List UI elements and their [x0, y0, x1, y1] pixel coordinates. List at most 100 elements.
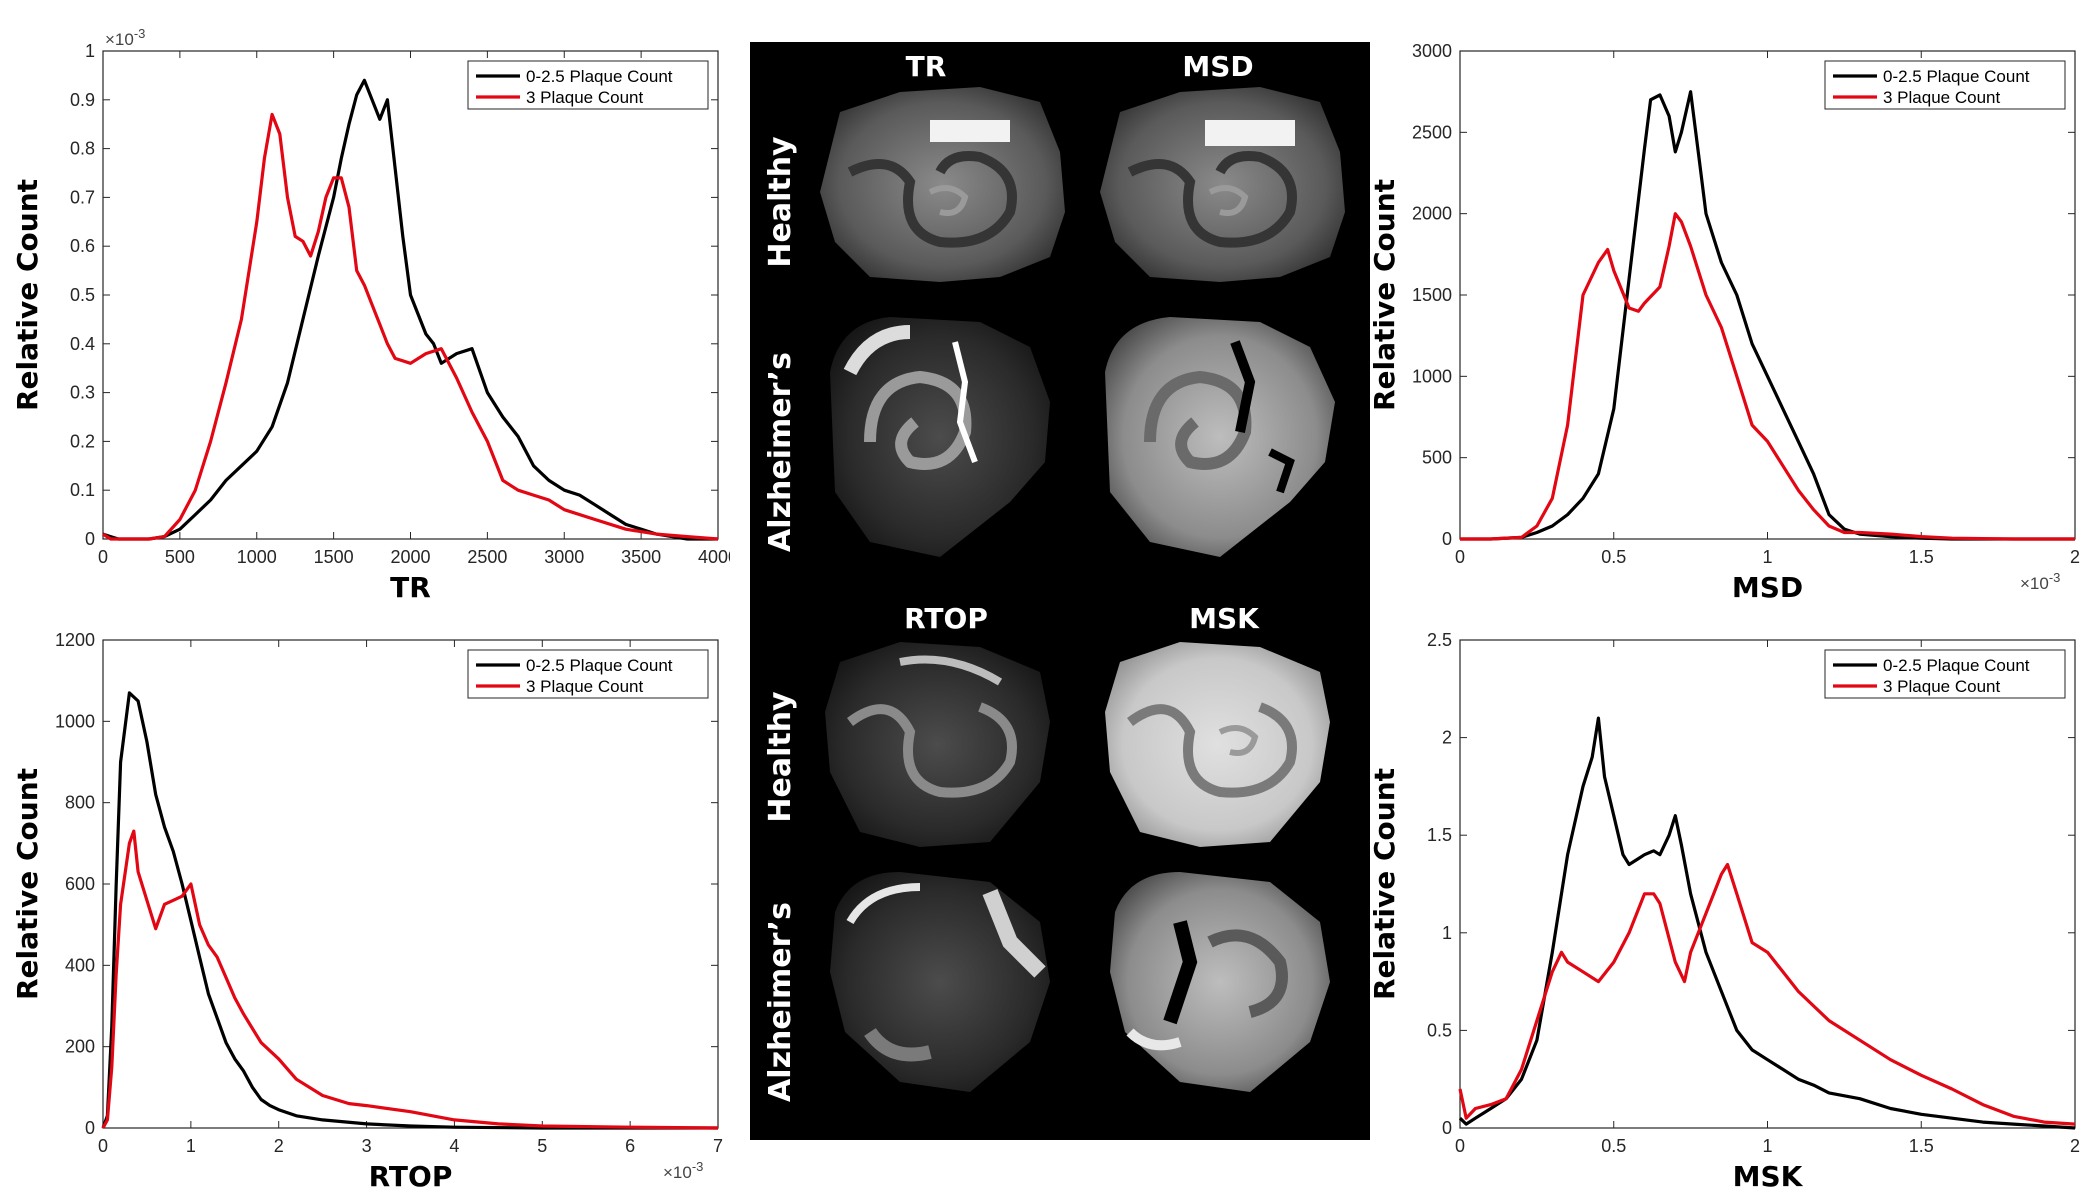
msk-ytick-label: 1	[1442, 923, 1452, 943]
tr-xtick-label: 3500	[621, 547, 661, 567]
msk-xtick-label: 1.5	[1909, 1136, 1934, 1156]
tr-legend-label-1: 3 Plaque Count	[526, 88, 643, 107]
rtop-ytick-label: 400	[65, 955, 95, 975]
tr-xtick-label: 3000	[544, 547, 584, 567]
row-label-healthy-bottom: Healthy	[763, 691, 798, 823]
chart-msk: 0 0.5 1 1.5 2 0 0.5 1 1.5 2 2.5 MSK Relative Count 0-…	[1360, 600, 2100, 1200]
msk-xtick-label: 0	[1455, 1136, 1465, 1156]
rtop-xtick-label: 7	[713, 1136, 723, 1156]
col-title-rtop: RTOP	[904, 602, 988, 635]
msd-plot-frame	[1459, 50, 2076, 540]
rtop-xtick-label: 1	[186, 1136, 196, 1156]
msd-ytick-label: 2500	[1412, 122, 1452, 142]
mri-image-msd-healthy	[1100, 87, 1345, 282]
rtop-xtick-label: 4	[449, 1136, 459, 1156]
rtop-ytick-label: 0	[85, 1118, 95, 1138]
msk-series-high-plaque-line	[1458, 862, 2076, 1126]
mri-image-tr-healthy	[820, 87, 1065, 282]
mri-image-rtop-healthy	[825, 642, 1050, 847]
msd-xtick-label: 2	[2070, 547, 2080, 567]
rtop-xtick-label: 3	[362, 1136, 372, 1156]
chart-msk-svg: 0 0.5 1 1.5 2 0 0.5 1 1.5 2 2.5 MSK Relative Count 0-…	[1368, 630, 2080, 1193]
msk-xtick-label: 1	[1762, 1136, 1772, 1156]
rtop-ytick-label: 600	[65, 874, 95, 894]
msk-ylabel: Relative Count	[1368, 768, 1401, 1000]
rtop-series-low-plaque-line	[101, 691, 718, 1130]
rtop-ytick-label: 800	[65, 793, 95, 813]
tr-xtick-label: 1500	[314, 547, 354, 567]
col-title-tr: TR	[906, 50, 947, 83]
msk-legend-label-1: 3 Plaque Count	[1883, 677, 2000, 696]
msk-ytick-label: 2	[1442, 728, 1452, 748]
rtop-xtick-label: 6	[625, 1136, 635, 1156]
msd-xtick-label: 0	[1455, 547, 1465, 567]
tr-series-high-plaque-line	[102, 112, 719, 541]
row-label-alzheimers-bottom: Alzheimer’s	[763, 902, 798, 1102]
tr-ytick-label: 0.4	[70, 334, 95, 354]
rtop-ytick-label: 1200	[55, 630, 95, 650]
msk-ytick-label: 2.5	[1427, 630, 1452, 650]
msd-ytick-label: 3000	[1412, 41, 1452, 61]
chart-rtop: 0 1 2 3 4 5 6 7 0 200 400 600 800 1000 1200 ×10-3 RTOP Re…	[0, 600, 730, 1200]
rtop-plot-frame	[102, 639, 719, 1129]
msk-series-low-plaque-line	[1458, 716, 2076, 1130]
msd-series-high-plaque-line	[1460, 212, 2075, 541]
msk-legend-label-0: 0-2.5 Plaque Count	[1883, 656, 2030, 675]
mri-panel: TR MSD RTOP MSK Healthy Alzheimer’s Heal…	[750, 42, 1370, 1140]
tr-y-exponent: ×10-3	[105, 26, 145, 49]
mri-image-msk-healthy	[1105, 642, 1330, 847]
tr-ytick-label: 0	[85, 529, 95, 549]
msd-legend-label-0: 0-2.5 Plaque Count	[1883, 67, 2030, 86]
tr-xtick-label: 500	[165, 547, 195, 567]
tr-xtick-label: 2500	[467, 547, 507, 567]
msd-ytick-label: 2000	[1412, 204, 1452, 224]
rtop-legend-label-1: 3 Plaque Count	[526, 677, 643, 696]
tr-ytick-label: 0.8	[70, 139, 95, 159]
rtop-xtick-label: 2	[274, 1136, 284, 1156]
msd-xlabel: MSD	[1732, 571, 1803, 600]
tr-ytick-label: 1	[85, 41, 95, 61]
tr-legend-box	[467, 60, 709, 110]
msk-ytick-label: 1.5	[1427, 825, 1452, 845]
rtop-ytick-label: 200	[65, 1037, 95, 1057]
rtop-ytick-label: 1000	[55, 711, 95, 731]
row-label-healthy-top: Healthy	[763, 136, 798, 268]
chart-msd: 0 0.5 1 1.5 2 0 500 1000 1500 2000 2500 3000 ×10-3 MS…	[1360, 0, 2100, 600]
msd-legend-label-1: 3 Plaque Count	[1883, 88, 2000, 107]
col-title-msd: MSD	[1182, 50, 1253, 83]
tr-xtick-label: 2000	[390, 547, 430, 567]
msd-ytick-label: 1500	[1412, 285, 1452, 305]
mri-panel-svg: TR MSD RTOP MSK Healthy Alzheimer’s Heal…	[763, 50, 1345, 1102]
msd-ylabel: Relative Count	[1368, 179, 1401, 411]
msd-x-exponent: ×10-3	[2020, 570, 2060, 593]
msk-xtick-label: 0.5	[1601, 1136, 1626, 1156]
rtop-series-high-plaque-line	[101, 829, 719, 1130]
tr-series-low-plaque-line	[102, 78, 718, 541]
tr-ytick-label: 0.5	[70, 285, 95, 305]
tr-xlabel: TR	[390, 571, 431, 600]
msk-ytick-label: 0	[1442, 1118, 1452, 1138]
msk-ytick-label: 0.5	[1427, 1020, 1452, 1040]
msk-xtick-label: 2	[2070, 1136, 2080, 1156]
tr-ytick-label: 0.9	[70, 90, 95, 110]
msd-xtick-label: 1	[1762, 547, 1772, 567]
msd-xtick-label: 0.5	[1601, 547, 1626, 567]
rtop-x-exponent: ×10-3	[663, 1159, 703, 1182]
msd-ytick-label: 1000	[1412, 366, 1452, 386]
rtop-xtick-label: 5	[537, 1136, 547, 1156]
chart-rtop-svg: 0 1 2 3 4 5 6 7 0 200 400 600 800 1000 1200 ×10-3 RTOP Re…	[11, 630, 723, 1193]
tr-legend-label-0: 0-2.5 Plaque Count	[526, 67, 673, 86]
tr-ytick-label: 0.7	[70, 187, 95, 207]
msd-legend-box	[1824, 60, 2066, 110]
tr-ytick-label: 0.2	[70, 431, 95, 451]
tr-ytick-label: 0.3	[70, 383, 95, 403]
col-title-msk: MSK	[1189, 602, 1260, 635]
rtop-xlabel: RTOP	[369, 1160, 453, 1193]
tr-ytick-label: 0.6	[70, 236, 95, 256]
rtop-legend-box	[467, 649, 709, 699]
tr-xtick-label: 1000	[237, 547, 277, 567]
mri-image-tr-alzheimers	[830, 317, 1050, 557]
